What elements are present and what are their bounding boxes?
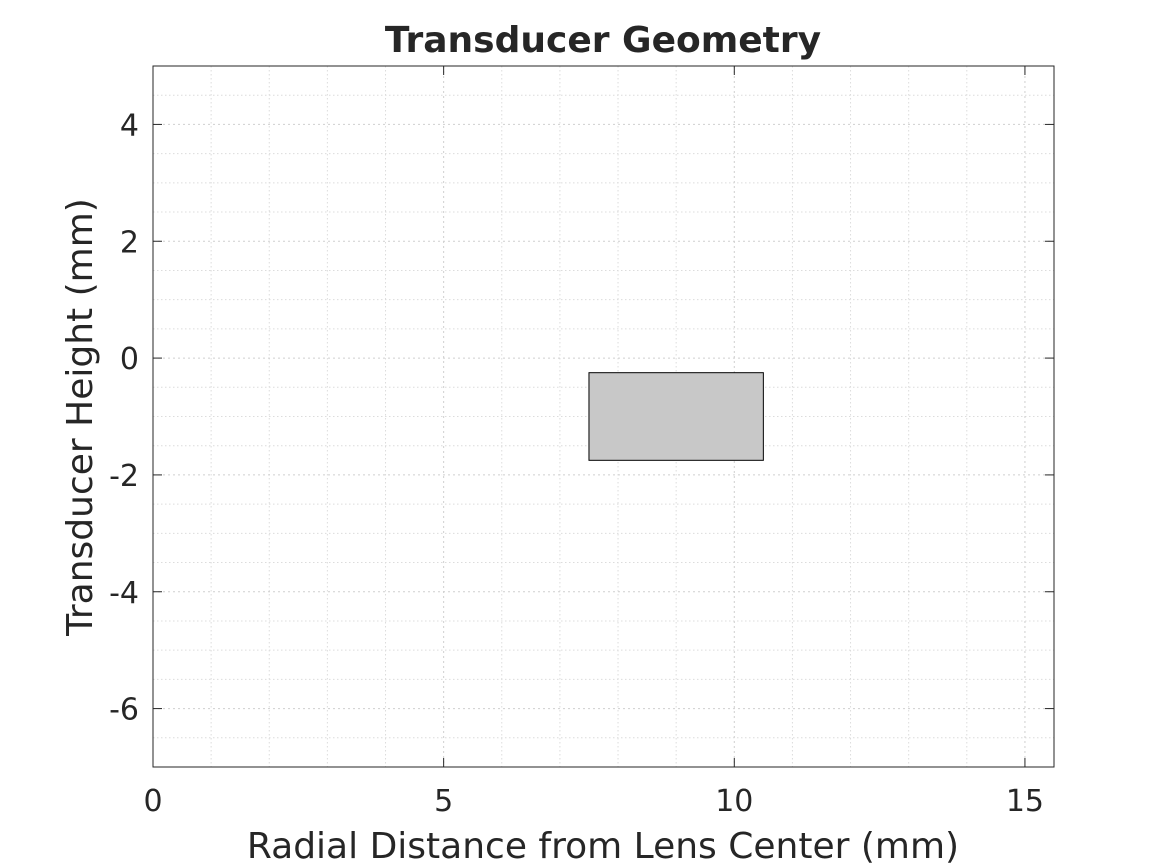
y-axis-label: Transducer Height (mm) [60,198,101,637]
y-tick-label: 0 [120,342,139,377]
tick-labels: 0 5 10 15 4 2 0 -2 -4 -6 [109,108,1044,819]
tick-marks [152,66,1054,767]
y-tick-label: -4 [109,576,139,611]
minor-grid [153,65,1054,768]
transducer-element-rect [588,372,764,461]
axes-box [152,65,1055,768]
y-tick-label: 2 [120,225,139,260]
x-tick-label: 0 [143,784,162,819]
chart-title: Transducer Geometry [385,20,821,61]
y-tick-label: -6 [109,693,139,728]
y-tick-label: -2 [109,459,139,494]
major-grid [152,66,1054,767]
x-tick-label: 10 [715,784,753,819]
data-shapes [588,372,764,461]
x-tick-label: 5 [434,784,453,819]
x-axis-label: Radial Distance from Lens Center (mm) [247,826,959,867]
y-tick-label: 4 [120,108,139,143]
x-tick-label: 15 [1006,784,1044,819]
